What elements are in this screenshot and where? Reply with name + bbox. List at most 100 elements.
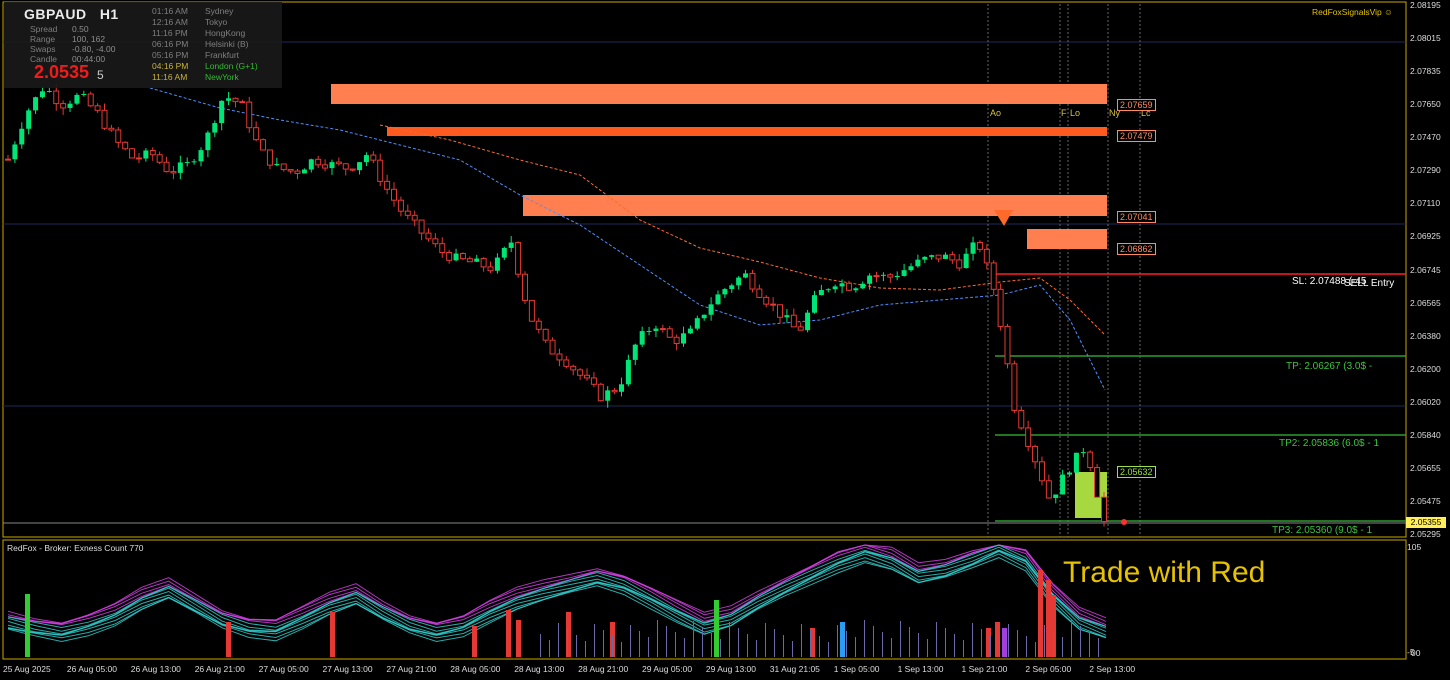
candle-body: [681, 333, 687, 344]
candle-body: [94, 105, 101, 111]
indicator-volume-bar: [981, 629, 982, 657]
candle-body: [570, 365, 577, 371]
candle-body: [749, 272, 756, 290]
current-price-dot: [1121, 519, 1127, 525]
candle-body: [618, 384, 624, 392]
candle-body: [60, 103, 67, 109]
spread-value: 0.50: [72, 24, 89, 34]
candle-body: [825, 289, 831, 291]
candle-body: [1011, 363, 1018, 411]
session-time: 06:16 PM: [152, 39, 189, 49]
indicator-volume-bar: [612, 636, 613, 657]
indicator-signal-bar: [1002, 628, 1007, 657]
price-tick-label: 2.05475: [1410, 495, 1441, 506]
indicator-signal-bar: [472, 626, 477, 657]
zone-price-label: 2.06862: [1117, 243, 1156, 255]
candle-body: [1087, 451, 1094, 469]
candle-body: [191, 161, 197, 163]
indicator-volume-bar: [1017, 630, 1018, 657]
price-tick-label: 2.08015: [1410, 33, 1441, 44]
price-tick-label: 2.06200: [1410, 363, 1441, 374]
indicator-line: [7, 549, 1107, 635]
indicator-volume-bar: [1089, 632, 1090, 657]
trade-banner: Trade with Red: [1063, 556, 1266, 589]
brand-label: RedFoxSignalsVip ☺: [1312, 7, 1393, 17]
candle-body: [432, 238, 439, 245]
session-name: London (G+1): [205, 61, 258, 71]
candle-body: [453, 253, 459, 261]
candle-body: [81, 93, 87, 95]
price-tick-label: 2.06380: [1410, 330, 1441, 341]
candle-body: [205, 132, 211, 151]
candle-body: [790, 314, 797, 328]
candle-body: [956, 259, 963, 269]
zone-price-label: 2.07659: [1117, 99, 1156, 111]
indicator-volume-bar: [756, 640, 757, 657]
session-marker: Ny: [1109, 108, 1120, 118]
indicator-signal-bar: [810, 628, 815, 657]
sell-entry-label: SELL Entry: [1344, 278, 1395, 289]
candle-body: [135, 157, 142, 160]
candle-body: [894, 275, 900, 278]
indicator-signal-bar: [1046, 580, 1051, 657]
tp1-label: TP: 2.06267 (3.0$ -: [1286, 361, 1373, 372]
indicator-ribbon: [7, 544, 1107, 643]
supply-zone-2[interactable]: [387, 127, 1107, 136]
candle-body: [625, 359, 631, 385]
candle-body: [528, 299, 535, 322]
candle-body: [287, 169, 294, 172]
price-tick-label: 2.05840: [1410, 429, 1441, 440]
candle-body: [370, 154, 377, 161]
candle-label: Candle: [30, 54, 57, 64]
indicator-volume-bar: [585, 641, 586, 657]
candle-body: [659, 328, 666, 331]
candlestick-series: [5, 84, 1107, 527]
price-tick-label: 2.07110: [1410, 198, 1441, 209]
supply-zone-4[interactable]: [1027, 229, 1107, 249]
time-tick-label: 31 Aug 21:05: [769, 664, 820, 674]
supply-zone-1[interactable]: [331, 84, 1107, 104]
indicator-histogram: [25, 570, 1099, 657]
candle-body: [708, 304, 714, 315]
indicator-volume-bar: [936, 622, 937, 657]
candle-body: [929, 255, 935, 257]
candle-body: [646, 330, 652, 332]
indicator-volume-bar: [1062, 637, 1063, 657]
candle-body: [1025, 427, 1032, 447]
candle-body: [639, 331, 645, 345]
indicator-volume-bar: [666, 626, 667, 657]
indicator-signal-bar: [995, 622, 1000, 657]
time-tick-label: 2 Sep 13:00: [1089, 664, 1136, 674]
candle-body: [459, 253, 466, 260]
candle-body: [33, 97, 39, 111]
session-name: NewYork: [205, 72, 239, 82]
candle-body: [1094, 467, 1101, 498]
indicator-volume-bar: [1071, 620, 1072, 657]
candle-body: [163, 161, 170, 173]
indicator-volume-bar: [675, 632, 676, 657]
time-tick-label: 1 Sep 13:00: [897, 664, 944, 674]
indicator-volume-bar: [729, 622, 730, 657]
candle-body: [294, 170, 301, 174]
sell-arrow-icon: [994, 210, 1013, 226]
time-tick-label: 26 Aug 05:00: [66, 664, 117, 674]
time-tick-label: 27 Aug 05:00: [258, 664, 309, 674]
candle-body: [653, 328, 659, 331]
session-name: HongKong: [205, 28, 246, 38]
session-marker: Lc: [1141, 108, 1151, 118]
tp3-label: TP3: 2.05360 (9.0$ - 1: [1272, 525, 1373, 536]
candle-body: [915, 259, 921, 267]
candle-body: [673, 336, 680, 345]
indicator-signal-bar: [986, 628, 991, 657]
candle-body: [1004, 325, 1011, 365]
candle-body: [184, 162, 190, 164]
indicator-volume-bar: [873, 626, 874, 657]
supply-zone-3[interactable]: [523, 195, 1107, 216]
candle-body: [839, 283, 845, 287]
candle-body: [922, 256, 928, 260]
candle-body: [743, 273, 749, 278]
indicator-volume-bar: [990, 635, 991, 657]
time-tick-label: 27 Aug 21:00: [386, 664, 437, 674]
indicator-signal-bar: [226, 622, 231, 657]
